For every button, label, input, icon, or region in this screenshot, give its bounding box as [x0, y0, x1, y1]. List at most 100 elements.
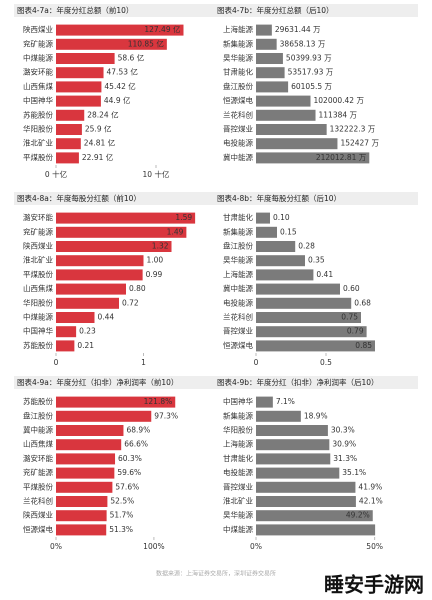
bar: [56, 109, 85, 121]
value-label: 51.3%: [109, 525, 133, 534]
chart-title: 图表4-7b：年度分红总额（后10）: [217, 5, 334, 15]
bar: [256, 326, 367, 338]
category-label: 华阳股份: [23, 297, 53, 307]
chart-title: 图表4-8a：年度每股分红额（前10）: [17, 193, 141, 203]
category-label: 华阳股份: [223, 425, 253, 435]
category-label: 潞安环能: [23, 67, 53, 77]
value-label: 102000.42 万: [314, 96, 365, 105]
category-label: 冀中能源: [223, 283, 253, 293]
bar: [256, 95, 311, 107]
category-label: 平煤股份: [23, 481, 53, 491]
bar: [56, 53, 115, 64]
category-label: 苏能股份: [23, 396, 53, 406]
category-label: 恒源煤电: [223, 95, 253, 105]
value-label: 42.1%: [359, 497, 383, 506]
chart-title: 图表4-8b：年度每股分红额（后10）: [217, 193, 341, 203]
bar: [256, 53, 283, 64]
bar: [56, 467, 115, 479]
value-label: 0.85: [355, 341, 372, 350]
category-label: 电投能源: [223, 297, 253, 307]
value-label: 60105.5 万: [291, 82, 332, 91]
category-label: 陕西煤业: [23, 241, 53, 251]
bar: [256, 138, 338, 150]
category-label: 盘江股份: [223, 241, 253, 251]
bar: [56, 138, 81, 150]
category-label: 昊华能源: [223, 510, 253, 520]
value-label: 0.10: [273, 213, 290, 222]
value-label: 127.49 亿: [144, 24, 181, 34]
category-label: 冀中能源: [23, 425, 53, 435]
bar: [56, 481, 113, 493]
value-label: 25.9 亿: [85, 124, 112, 134]
bar: [256, 24, 272, 36]
category-label: 新集能源: [223, 38, 253, 48]
bar: [56, 152, 79, 164]
bar: [256, 255, 305, 267]
value-label: 0.28: [298, 242, 315, 251]
value-label: 0.79: [347, 327, 364, 336]
category-label: 潞安环能: [23, 212, 53, 222]
bar: [256, 109, 316, 121]
category-label: 潞安环能: [23, 453, 53, 463]
value-label: 66.6%: [124, 440, 148, 449]
bar: [56, 24, 184, 36]
bar: [256, 152, 370, 164]
x-tick-label: 0%: [250, 542, 262, 551]
value-label: 0.44: [98, 313, 115, 322]
value-label: 31.3%: [333, 454, 357, 463]
value-label: 41.9%: [358, 482, 382, 491]
bar: [256, 124, 327, 135]
category-label: 兰花科创: [223, 312, 253, 322]
bar: [56, 283, 126, 295]
category-label: 恒源煤电: [23, 524, 53, 534]
value-label: 0.21: [77, 341, 94, 350]
category-label: 淮北矿业: [223, 496, 253, 506]
bar: [256, 269, 314, 281]
category-label: 淮北矿业: [23, 138, 53, 148]
bar: [56, 212, 196, 224]
title-bar: [214, 4, 418, 17]
bar: [56, 255, 144, 267]
value-label: 0.15: [280, 227, 297, 236]
value-label: 97.3%: [154, 411, 178, 420]
category-label: 兖矿能源: [23, 38, 53, 48]
value-label: 68.9%: [126, 426, 150, 435]
bar: [56, 496, 108, 507]
bar: [56, 396, 176, 408]
x-tick-label: 0 十亿: [45, 169, 68, 179]
bar: [56, 312, 95, 323]
value-label: 0.41: [316, 270, 333, 279]
bar: [56, 524, 107, 536]
value-label: 47.53 亿: [107, 67, 139, 77]
bar: [256, 439, 330, 451]
bar: [256, 425, 328, 436]
value-label: 53517.93 万: [288, 68, 334, 77]
value-label: 212012.81 万: [316, 153, 367, 162]
bar: [56, 425, 124, 436]
category-label: 昊华能源: [223, 53, 253, 63]
category-label: 兰花科创: [23, 496, 53, 506]
value-label: 60.3%: [118, 454, 142, 463]
x-tick-label: 1: [141, 358, 146, 367]
title-bar: [14, 376, 218, 389]
bar: [256, 212, 270, 224]
bar: [256, 467, 340, 479]
bar: [56, 226, 187, 238]
x-tick-label: 10 十亿: [143, 169, 170, 179]
category-label: 中煤能源: [223, 524, 253, 534]
bar: [256, 241, 296, 252]
bar: [56, 410, 152, 422]
category-label: 中煤能源: [23, 53, 53, 63]
category-label: 盘江股份: [23, 410, 53, 420]
value-label: 0.35: [308, 256, 325, 265]
bar: [256, 496, 356, 507]
bar: [256, 340, 375, 352]
bar: [56, 81, 102, 93]
value-label: 38658.13 万: [280, 39, 326, 48]
category-label: 兖矿能源: [23, 467, 53, 477]
category-label: 甘肃能化: [223, 67, 253, 77]
value-label: 49.2%: [346, 511, 370, 520]
bar: [56, 340, 75, 352]
category-label: 晋控煤业: [223, 326, 253, 336]
value-label: 111384 万: [319, 110, 358, 119]
